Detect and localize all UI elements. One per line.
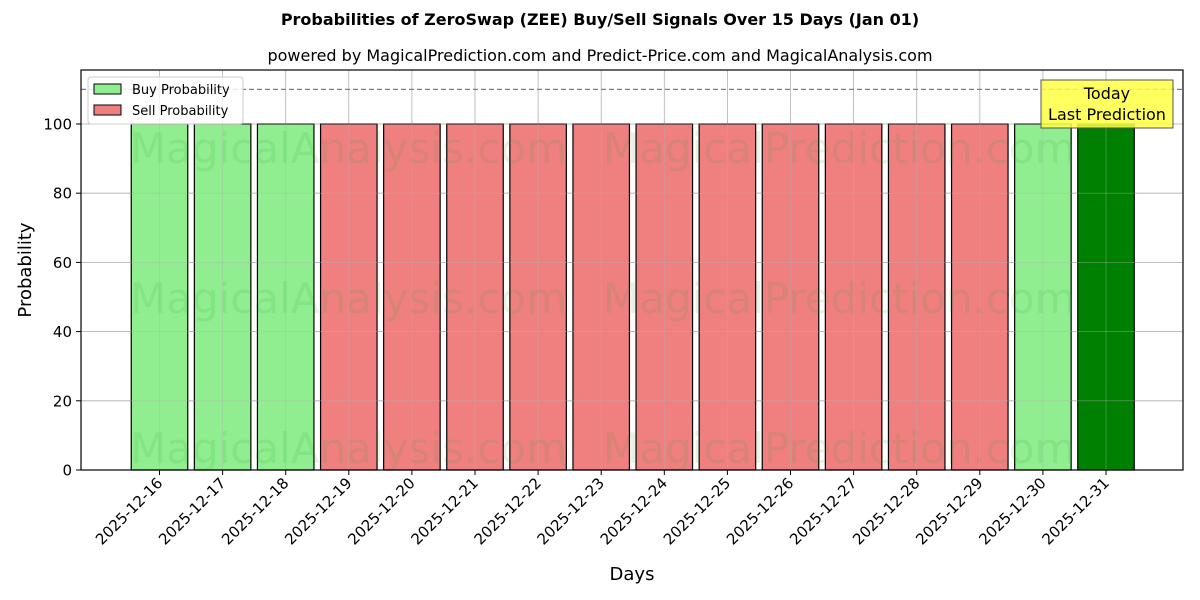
annotation-line-today: Today [1083, 84, 1130, 103]
watermark-text: MagicalPrediction.com [603, 274, 1076, 323]
x-tick-label: 2025-12-24 [597, 474, 671, 548]
x-tick-label: 2025-12-31 [1038, 474, 1112, 548]
legend-label-sell: Sell Probability [132, 104, 229, 119]
x-tick-label: 2025-12-27 [786, 474, 860, 548]
chart-subtitle: powered by MagicalPrediction.com and Pre… [267, 46, 933, 65]
x-tick-label: 2025-12-16 [92, 474, 166, 548]
watermark-text: MagicalAnalysis.com [130, 274, 567, 323]
legend-swatch-sell [93, 104, 122, 116]
y-tick-label: 40 [53, 323, 72, 341]
x-tick-label: 2025-12-22 [471, 474, 545, 548]
watermark-text: MagicalPrediction.com [603, 124, 1076, 173]
x-tick-label: 2025-12-25 [660, 474, 734, 548]
y-tick-label: 80 [53, 185, 72, 203]
x-tick-label: 2025-12-29 [912, 474, 986, 548]
y-tick-label: 100 [43, 115, 72, 133]
annotation-line-last-prediction: Last Prediction [1048, 105, 1166, 124]
y-tick-label: 60 [53, 254, 72, 272]
watermark-text: MagicalAnalysis.com [130, 424, 567, 473]
x-tick-label: 2025-12-23 [534, 474, 608, 548]
legend-label-buy: Buy Probability [132, 83, 230, 98]
x-tick-label: 2025-12-21 [407, 474, 481, 548]
x-tick-label: 2025-12-18 [218, 474, 292, 548]
y-tick-label: 20 [53, 392, 72, 410]
x-tick-label: 2025-12-19 [281, 474, 355, 548]
x-tick-label: 2025-12-26 [723, 474, 797, 548]
today-annotation-box [1040, 79, 1174, 129]
x-tick-label: 2025-12-20 [344, 474, 418, 548]
legend-box [87, 76, 244, 125]
x-tick-label: 2025-12-30 [975, 474, 1049, 548]
x-axis-label: Days [610, 564, 655, 585]
x-tick-label: 2025-12-28 [849, 474, 923, 548]
y-axis-label: Probability [15, 222, 36, 317]
watermark-text: MagicalAnalysis.com [130, 124, 567, 173]
legend-swatch-buy [93, 83, 122, 95]
watermark-text: MagicalPrediction.com [603, 424, 1076, 473]
x-tick-label: 2025-12-17 [155, 474, 229, 548]
chart-title: Probabilities of ZeroSwap (ZEE) Buy/Sell… [280, 10, 920, 29]
y-tick-label: 0 [62, 462, 72, 480]
plot-frame [80, 69, 1184, 471]
